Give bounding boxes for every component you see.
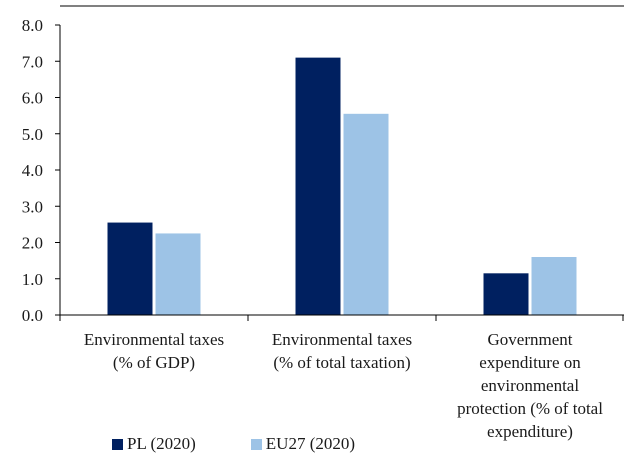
y-tick-label: 3.0 (22, 197, 43, 216)
y-tick-label: 0.0 (22, 306, 43, 325)
bar-pl-0 (107, 222, 153, 315)
x-category-label-line: expenditure on (479, 353, 581, 372)
legend-label-eu27: EU27 (2020) (265, 434, 356, 453)
x-category-label-line: (% of GDP) (113, 353, 195, 372)
legend-label-pl: PL (2020) (127, 434, 196, 453)
y-tick-label: 8.0 (22, 16, 43, 35)
x-category-label-line: Government (488, 330, 573, 349)
y-tick-label: 5.0 (22, 125, 43, 144)
bar-pl-1 (295, 57, 341, 315)
legend-swatch-eu27 (250, 438, 262, 450)
x-category-label-2: Government expenditure on environmental pro… (457, 330, 603, 441)
x-category-label-line: (% of total taxation) (273, 353, 410, 372)
y-tick-label: 2.0 (22, 234, 43, 253)
bar-eu27-0 (155, 233, 201, 315)
x-category-label-line: expenditure) (487, 422, 573, 441)
x-category-label-line: Environmental taxes (272, 330, 412, 349)
x-category-label-1: Environmental taxes (% of total taxation) (272, 330, 412, 372)
bar-pl-2 (483, 273, 529, 315)
plot-area: 0.0 1.0 2.0 3.0 4.0 5.0 6.0 7.0 8.0 Environmental… (22, 16, 624, 441)
legend: PL (2020) EU27 (2020) (112, 434, 355, 454)
x-category-label-line: Environmental taxes (84, 330, 224, 349)
x-category-label-line: protection (% of total (457, 399, 603, 418)
x-category-label-0: Environmental taxes (% of GDP) (84, 330, 224, 372)
legend-item-pl: PL (2020) (112, 434, 196, 454)
legend-swatch-pl (112, 438, 123, 450)
y-tick-label: 1.0 (22, 270, 43, 289)
y-tick-label: 7.0 (22, 52, 43, 71)
y-tick-label: 6.0 (22, 89, 43, 108)
y-tick-label: 4.0 (22, 161, 43, 180)
legend-item-eu27: EU27 (2020) (250, 434, 356, 454)
bar-eu27-2 (531, 257, 577, 315)
x-category-label-line: environmental (481, 376, 579, 395)
bar-eu27-1 (343, 113, 389, 315)
